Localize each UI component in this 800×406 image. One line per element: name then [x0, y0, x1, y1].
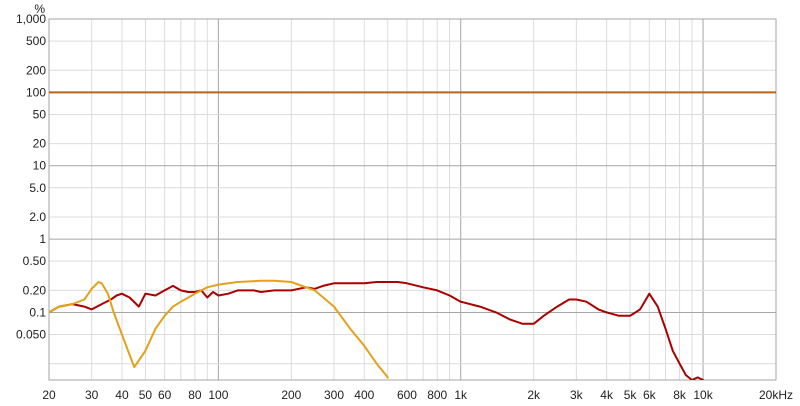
- y-tick-label: 100: [26, 85, 46, 99]
- y-tick-label: 1,000: [16, 12, 46, 26]
- plot-background: [49, 19, 776, 380]
- plot-frame: [48, 18, 777, 381]
- plot-series: [49, 91, 776, 380]
- x-tick-label: 300: [324, 388, 344, 402]
- x-tick-label: 80: [188, 388, 202, 402]
- y-tick-label: 50: [33, 107, 47, 121]
- x-tick-label: 50: [139, 388, 153, 402]
- x-tick-label: 60: [158, 388, 172, 402]
- x-tick-label: 8k: [673, 388, 687, 402]
- x-tick-label: 30: [85, 388, 99, 402]
- y-unit-label: %: [34, 2, 45, 16]
- x-tick-label: 10k: [693, 388, 713, 402]
- x-tick-label: 800: [427, 388, 447, 402]
- y-tick-label: 10: [33, 159, 47, 173]
- y-tick-label: 0.1: [29, 305, 46, 319]
- x-tick-label: 2k: [527, 388, 541, 402]
- y-tick-label: 0.050: [16, 328, 46, 342]
- y-tick-label: 20: [33, 137, 47, 151]
- x-tick-label: 1k: [454, 388, 468, 402]
- x-tick-label: 4k: [600, 388, 614, 402]
- y-tick-label: 0.20: [23, 283, 47, 297]
- series-line-2: [49, 279, 389, 379]
- plot-grid: [48, 18, 777, 381]
- y-tick-label: 200: [26, 63, 46, 77]
- x-tick-label: 200: [281, 388, 301, 402]
- x-tick-label: 6k: [643, 388, 657, 402]
- y-tick-label: 0.50: [23, 254, 47, 268]
- x-tick-label: 400: [354, 388, 374, 402]
- x-tick-label: 20kHz: [759, 388, 793, 402]
- y-tick-label: 1: [39, 232, 46, 246]
- y-tick-label: 5.0: [29, 181, 46, 195]
- x-tick-label: 100: [208, 388, 228, 402]
- x-tick-label: 40: [115, 388, 129, 402]
- x-tick-label: 3k: [570, 388, 584, 402]
- y-tick-label: 2.0: [29, 210, 46, 224]
- x-tick-label: 600: [397, 388, 417, 402]
- x-tick-label: 20: [42, 388, 56, 402]
- plot-axes: 20 30 40 50 60 80 100 200 300 400 600 800 1k 2k 3k 4k 5k…: [16, 2, 793, 402]
- x-tick-label: 5k: [624, 388, 638, 402]
- series-line-1: [49, 281, 705, 380]
- y-tick-label: 500: [26, 34, 46, 48]
